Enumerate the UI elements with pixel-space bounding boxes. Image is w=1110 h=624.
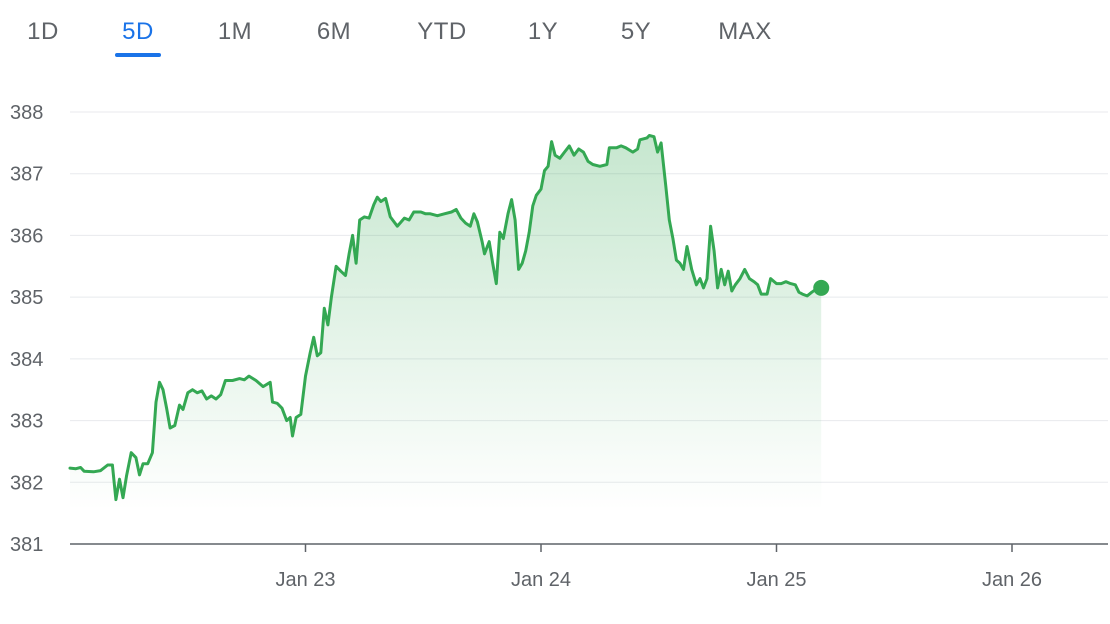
y-axis-ticks: 381 382 383 384 385 386 387 388 (10, 102, 43, 556)
tab-max[interactable]: MAX (718, 18, 772, 45)
tab-1d[interactable]: 1D (27, 18, 59, 45)
y-tick-label: 382 (10, 472, 43, 494)
tab-ytd[interactable]: YTD (417, 18, 467, 45)
active-tab-underline (115, 53, 161, 57)
x-axis-ticks: Jan 23 Jan 24 Jan 25 Jan 26 (275, 544, 1042, 591)
last-price-marker (813, 279, 830, 296)
y-tick-label: 385 (10, 287, 43, 309)
tab-5y[interactable]: 5Y (620, 18, 652, 45)
y-tick-label: 381 (10, 534, 43, 556)
y-tick-label: 388 (10, 102, 43, 124)
tab-5d[interactable]: 5D (122, 18, 154, 45)
x-tick-label: Jan 23 (275, 569, 335, 591)
x-tick-label: Jan 24 (511, 569, 571, 591)
y-tick-label: 383 (10, 411, 43, 433)
y-tick-label: 386 (10, 225, 43, 247)
x-tick-label: Jan 25 (746, 569, 806, 591)
y-tick-label: 384 (10, 349, 43, 371)
x-tick-label: Jan 26 (982, 569, 1042, 591)
price-line (68, 134, 823, 502)
range-tabs: 1D 5D 1M 6M YTD 1Y 5Y MAX (0, 0, 1110, 64)
price-area-fill (70, 135, 822, 511)
tab-6m[interactable]: 6M (316, 18, 352, 45)
y-tick-label: 387 (10, 164, 43, 186)
tab-1m[interactable]: 1M (217, 18, 253, 45)
tab-1y[interactable]: 1Y (527, 18, 559, 45)
